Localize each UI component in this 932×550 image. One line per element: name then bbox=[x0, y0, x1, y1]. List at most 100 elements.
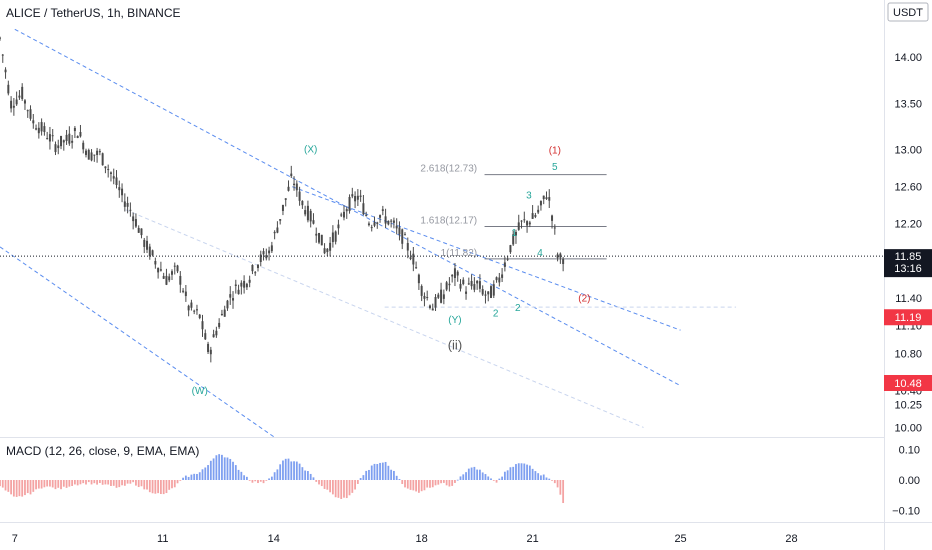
macd-tick-label: 0.00 bbox=[899, 475, 920, 487]
candle-body bbox=[220, 313, 223, 316]
macd-bar bbox=[26, 480, 29, 494]
candle-body bbox=[37, 127, 40, 134]
candle-body bbox=[51, 135, 54, 137]
candle-body bbox=[101, 153, 104, 166]
candle-body bbox=[104, 166, 107, 169]
macd-title: MACD (12, 26, close, 9, EMA, EMA) bbox=[6, 444, 199, 458]
candle-body bbox=[553, 227, 556, 229]
macd-bar bbox=[71, 480, 74, 486]
candle-body bbox=[26, 110, 29, 112]
current-price-value: 11.85 bbox=[895, 251, 922, 263]
candle-body bbox=[109, 172, 112, 174]
macd-bar bbox=[259, 480, 262, 482]
macd-bar bbox=[7, 480, 10, 492]
macd-bar bbox=[337, 480, 340, 498]
fib-level-label: 1.618(12.17) bbox=[420, 216, 477, 227]
macd-bar bbox=[356, 480, 359, 484]
macd-bar bbox=[43, 480, 46, 488]
macd-bar bbox=[517, 463, 520, 480]
candle-body bbox=[76, 136, 79, 138]
candle-body bbox=[462, 279, 465, 285]
price-tick-label: 13.50 bbox=[894, 98, 922, 110]
candle-body bbox=[165, 275, 168, 285]
candle-body bbox=[173, 265, 176, 267]
macd-bar bbox=[409, 480, 412, 490]
macd-bar bbox=[248, 480, 251, 481]
candle-body bbox=[215, 330, 218, 336]
macd-bar bbox=[254, 480, 257, 482]
macd-bar bbox=[65, 480, 68, 488]
macd-bar bbox=[467, 468, 470, 480]
fib-level-label: 1(11.82) bbox=[441, 248, 478, 259]
candle-body bbox=[134, 219, 137, 227]
price-tick-label: 11.40 bbox=[895, 293, 922, 305]
time-axis[interactable]: 7 11 14 18 21 25 28 bbox=[12, 533, 798, 545]
symbol-title: ALICE / TetherUS, 1h, BINANCE bbox=[6, 6, 181, 20]
candle-body bbox=[351, 194, 354, 197]
candle-body bbox=[281, 204, 284, 211]
candle-body bbox=[420, 286, 423, 296]
macd-bar bbox=[0, 480, 1, 487]
candle-body bbox=[545, 197, 548, 199]
macd-bar bbox=[476, 469, 479, 480]
candle-body bbox=[467, 283, 470, 285]
candle-body bbox=[32, 120, 35, 124]
candle-body bbox=[487, 291, 490, 295]
candle-body bbox=[87, 149, 90, 160]
macd-bar bbox=[331, 480, 334, 495]
wave-label: (Y) bbox=[448, 315, 461, 326]
candle-body bbox=[265, 255, 268, 259]
wave-label: 1 bbox=[511, 228, 517, 239]
candle-body bbox=[15, 99, 18, 105]
macd-bar bbox=[240, 471, 243, 480]
candle-body bbox=[179, 275, 182, 285]
macd-bar bbox=[40, 480, 43, 489]
channel-lines bbox=[0, 28, 737, 438]
macd-bar bbox=[270, 476, 273, 480]
candle-body bbox=[417, 274, 420, 284]
macd-bar bbox=[487, 476, 490, 480]
macd-bar bbox=[57, 480, 60, 488]
candle-body bbox=[273, 231, 276, 234]
candle-body bbox=[212, 334, 215, 338]
candle-body bbox=[198, 314, 201, 319]
macd-bar bbox=[243, 475, 246, 480]
macd-bar bbox=[245, 476, 248, 480]
wave-label: 4 bbox=[537, 248, 543, 259]
candle-body bbox=[226, 300, 229, 309]
macd-bar bbox=[265, 480, 268, 481]
candle-body bbox=[562, 259, 565, 265]
candle-body bbox=[237, 289, 240, 295]
time-tick-label: 28 bbox=[785, 533, 797, 545]
candle-body bbox=[315, 233, 318, 236]
candle-body bbox=[268, 250, 271, 254]
currency-button[interactable]: USDT bbox=[887, 2, 929, 22]
macd-bar bbox=[118, 480, 121, 488]
macd-bar bbox=[523, 463, 526, 480]
macd-bar bbox=[301, 467, 304, 480]
candle-body bbox=[71, 140, 74, 143]
candle-body bbox=[287, 186, 290, 191]
macd-bar bbox=[542, 474, 545, 480]
wave-label: (1) bbox=[549, 145, 561, 156]
macd-bar bbox=[526, 464, 528, 480]
macd-axis[interactable]: 0.10 0.00 −0.10 bbox=[892, 445, 920, 518]
macd-bar bbox=[157, 480, 160, 494]
candle-body bbox=[376, 222, 379, 224]
macd-bar bbox=[237, 469, 240, 480]
price-tick-label: 14.00 bbox=[894, 52, 922, 64]
candle-body bbox=[137, 227, 140, 233]
candle-body bbox=[390, 220, 393, 222]
macd-bar bbox=[501, 476, 504, 480]
macd-bar bbox=[340, 480, 343, 499]
macd-bar bbox=[454, 480, 456, 483]
price-tick-label: 10.80 bbox=[894, 348, 922, 360]
candle-body bbox=[331, 232, 334, 243]
macd-bar bbox=[268, 478, 270, 480]
time-tick-label: 25 bbox=[674, 533, 686, 545]
macd-bar bbox=[73, 480, 76, 485]
candle-body bbox=[401, 229, 404, 244]
macd-bar bbox=[456, 479, 459, 481]
candle-body bbox=[79, 132, 82, 137]
